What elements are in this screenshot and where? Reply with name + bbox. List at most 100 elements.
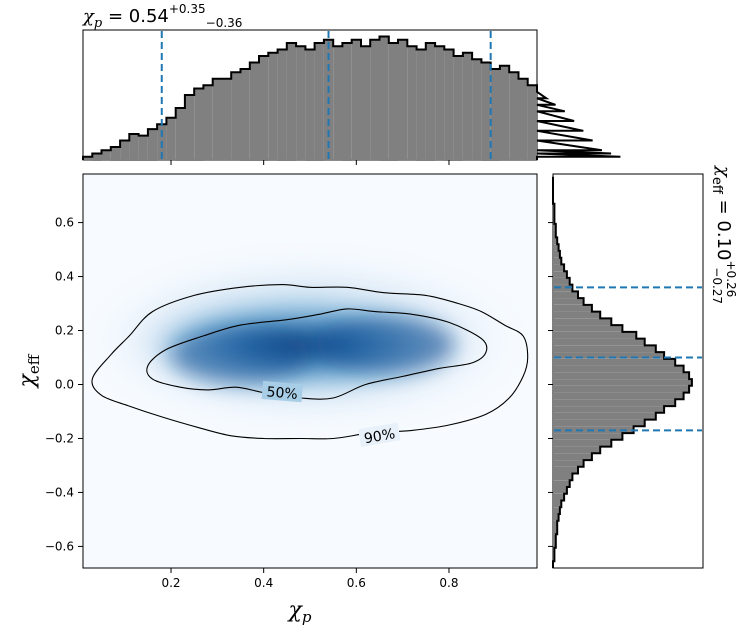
marginal-x-panel: χp = 0.54+0.35−0.36 xyxy=(81,2,621,165)
marginal-y-bin xyxy=(553,412,656,420)
marginal-y-bin xyxy=(553,358,676,366)
marginal-y-bin xyxy=(553,514,559,521)
contour-50pct xyxy=(146,308,488,400)
marginal-y-title-minus: −0.27 xyxy=(710,267,724,304)
marginal-y-bin xyxy=(553,433,623,440)
marginal-x-bin xyxy=(314,43,324,160)
marginal-x-bin xyxy=(305,49,315,160)
marginal-x-bin xyxy=(286,43,297,160)
marginal-y-bin xyxy=(553,298,584,305)
marginal-x-bin xyxy=(110,147,121,160)
marginal-x-bin xyxy=(398,39,408,161)
marginal-x-bin xyxy=(268,52,278,161)
y-tick-label: 0.2 xyxy=(55,324,74,338)
marginal-x-bin xyxy=(203,85,213,161)
marginal-y-bin xyxy=(553,520,558,528)
marginal-y-bin xyxy=(553,406,665,413)
marginal-y-bin xyxy=(553,487,567,494)
marginal-y-bin xyxy=(553,331,637,339)
marginal-x-bin xyxy=(129,134,139,160)
marginal-x-bin xyxy=(499,65,510,161)
marginal-x-bin xyxy=(342,43,352,160)
marginal-y-bin xyxy=(553,507,560,514)
contour-90pct xyxy=(91,284,529,440)
x-axis-label-subscript: p xyxy=(302,608,312,626)
marginal-x-title-value: 0.54 xyxy=(129,6,169,27)
credible-contours xyxy=(91,284,529,440)
marginal-y-bin xyxy=(553,318,612,326)
contour-labels: 50% 90% xyxy=(261,380,401,447)
marginal-y-bin xyxy=(553,352,665,359)
marginal-x-bin xyxy=(490,69,500,160)
marginal-y-bin xyxy=(553,460,584,467)
marginal-y-bin xyxy=(553,257,562,265)
marginal-x-outline xyxy=(82,35,621,160)
marginal-x-bin xyxy=(138,135,148,160)
marginal-y-bin xyxy=(553,223,556,231)
marginal-x-bin xyxy=(361,46,371,161)
marginal-x-title: χp = 0.54+0.35−0.36 xyxy=(81,2,242,31)
marginal-y-bin xyxy=(553,237,558,245)
marginal-x-bin xyxy=(92,153,102,160)
y-tick-label: 0.6 xyxy=(55,216,74,230)
x-tick-label: 0.4 xyxy=(254,576,273,590)
y-axis-label-symbol: χ xyxy=(15,372,40,389)
marginal-y-bin xyxy=(553,534,556,541)
y-axis-ticks: −0.6 −0.4 −0.2 0.0 0.2 0.4 0.6 xyxy=(45,216,83,553)
x-tick-label: 0.8 xyxy=(439,576,458,590)
marginal-y-bin xyxy=(553,284,573,292)
marginal-y-bin xyxy=(553,244,559,251)
marginal-x-bin xyxy=(296,46,306,161)
y-tick-label: 0.0 xyxy=(55,377,74,391)
marginal-y-quantile-lines xyxy=(554,286,702,432)
marginal-x-bin xyxy=(101,150,111,161)
marginal-x-bin xyxy=(231,72,241,161)
marginal-x-bin xyxy=(259,56,269,160)
marginal-y-title-value: 0.10 xyxy=(713,220,734,260)
marginal-y-bin xyxy=(553,493,565,501)
y-tick-label: −0.6 xyxy=(45,539,74,553)
marginal-y-bin xyxy=(553,466,578,474)
y-axis-label-subscript: eff xyxy=(25,353,43,374)
marginal-y-bin xyxy=(553,541,556,548)
marginal-x-bin xyxy=(222,78,232,161)
marginal-x-bin xyxy=(425,43,436,160)
marginal-y-bin xyxy=(553,345,656,353)
marginal-x-title-minus: −0.36 xyxy=(206,16,243,30)
marginal-x-bin xyxy=(212,78,222,161)
marginal-x-histogram xyxy=(82,35,621,161)
marginal-x-bin xyxy=(277,49,287,160)
marginal-x-bin xyxy=(240,69,250,160)
marginal-y-bin xyxy=(553,271,567,278)
marginal-x-bin xyxy=(184,95,195,160)
x-axis-ticks: 0.2 0.4 0.6 0.8 xyxy=(161,568,459,590)
marginal-x-bin xyxy=(388,43,399,160)
marginal-x-bin xyxy=(435,46,445,161)
x-tick-label: 0.2 xyxy=(161,576,180,590)
marginal-x-title-symbol: χ xyxy=(81,6,95,27)
marginal-y-title-plus: +0.26 xyxy=(724,261,738,298)
marginal-x-bin xyxy=(120,140,130,160)
marginal-x-bin xyxy=(249,62,260,160)
marginal-y-bin xyxy=(553,338,645,346)
marginal-y-bin xyxy=(553,453,592,460)
x-tick-label: 0.6 xyxy=(347,576,366,590)
contour-label: 90% xyxy=(363,426,396,447)
marginal-y-bin xyxy=(553,500,562,508)
marginal-x-bin xyxy=(472,59,482,161)
contour-label: 50% xyxy=(266,384,298,403)
y-axis-label: χeff xyxy=(15,353,43,389)
density-peak-right xyxy=(315,317,455,373)
marginal-y-bin xyxy=(553,304,592,312)
density-peak-left xyxy=(170,327,310,383)
marginal-y-ticks xyxy=(548,222,553,547)
marginal-y-bin xyxy=(553,277,570,285)
marginal-x-bin xyxy=(407,46,417,161)
marginal-y-bin xyxy=(553,439,612,447)
marginal-x-bin xyxy=(416,49,426,160)
marginal-y-title-subscript: eff xyxy=(709,177,724,195)
marginal-x-title-subscript: p xyxy=(94,16,103,31)
marginal-y-bin xyxy=(553,311,601,319)
marginal-y-title: χeff = 0.10+0.26−0.27 xyxy=(709,164,738,304)
marginal-x-bin xyxy=(462,52,473,161)
